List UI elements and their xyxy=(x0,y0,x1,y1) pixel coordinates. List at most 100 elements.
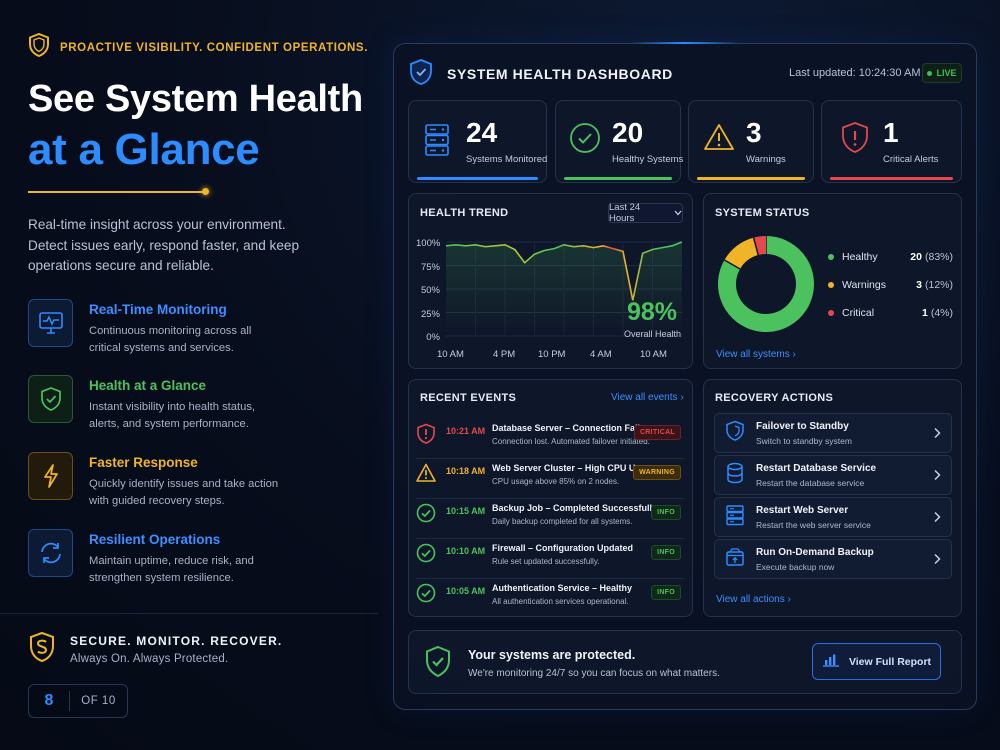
event-desc: All authentication services operational. xyxy=(492,597,629,606)
stat-card-systems[interactable]: 24 Systems Monitored xyxy=(408,100,547,183)
legend-name: Healthy xyxy=(842,251,878,263)
stat-card-healthy[interactable]: 20 Healthy Systems xyxy=(555,100,683,183)
view-all-actions-link[interactable]: View all actions › xyxy=(716,594,791,605)
legend-dot xyxy=(828,254,834,260)
legend-critical: Critical 1 (4%) xyxy=(828,307,953,319)
server-icon xyxy=(424,123,450,162)
refresh-icon xyxy=(28,529,73,577)
y-tick: 100% xyxy=(416,238,441,249)
pager-total: OF 10 xyxy=(81,695,116,707)
legend-pct: (83%) xyxy=(924,251,953,263)
feature-resilient-operations: Resilient Operations Maintain uptime, re… xyxy=(28,529,358,586)
x-tick: 4 PM xyxy=(493,349,516,360)
secure-title: SECURE. MONITOR. RECOVER. xyxy=(70,634,283,648)
alert-shield-icon xyxy=(840,121,870,160)
event-title: Firewall – Configuration Updated xyxy=(492,543,634,553)
event-badge: INFO xyxy=(651,505,681,520)
y-tick: 0% xyxy=(426,332,440,343)
event-divider xyxy=(416,538,684,539)
donut-slice-warnings xyxy=(724,237,759,270)
event-row[interactable]: 10:18 AM Web Server Cluster – High CPU Us… xyxy=(416,463,684,503)
shield-check-icon xyxy=(424,645,452,684)
stat-card-warnings[interactable]: 3 Warnings xyxy=(688,100,814,183)
event-title: Web Server Cluster – High CPU Usage xyxy=(492,463,656,473)
time-range-select[interactable]: Last 24 Hours xyxy=(608,202,683,224)
stat-accent-bar xyxy=(417,177,538,180)
check-circle-icon xyxy=(416,543,446,568)
action-run-backup[interactable]: Run On-Demand Backup Execute backup now xyxy=(714,539,952,579)
donut-separator xyxy=(752,237,759,256)
view-all-systems-link[interactable]: View all systems › xyxy=(716,349,796,360)
protected-subtitle: We're monitoring 24/7 so you can focus o… xyxy=(468,668,720,679)
health-trend-chart xyxy=(446,241,682,337)
event-time: 10:21 AM xyxy=(446,426,486,436)
recovery-actions-title: RECOVERY ACTIONS xyxy=(715,392,834,404)
action-desc: Switch to standby system xyxy=(756,435,852,446)
feature-health-at-a-glance: Health at a Glance Instant visibility in… xyxy=(28,375,358,432)
backup-icon xyxy=(725,546,745,573)
feature-title: Resilient Operations xyxy=(89,532,221,547)
action-restart-database[interactable]: Restart Database Service Restart the dat… xyxy=(714,455,952,495)
health-trend-title: HEALTH TREND xyxy=(420,207,509,219)
warning-icon xyxy=(416,463,446,488)
feature-title: Real-Time Monitoring xyxy=(89,302,227,317)
legend-count: 20 xyxy=(910,251,922,263)
action-desc: Restart the web server service xyxy=(756,519,871,530)
hero-title-accent: at a Glance xyxy=(28,125,260,174)
legend-name: Critical xyxy=(842,307,875,319)
trend-series-line xyxy=(446,241,682,301)
shield-check-icon xyxy=(28,375,73,423)
slide-pager: 8 OF 10 xyxy=(28,684,128,718)
event-row[interactable]: 10:05 AM Authentication Service – Healthy… xyxy=(416,583,684,623)
action-title: Restart Web Server xyxy=(756,504,849,516)
action-failover-to-standby[interactable]: Failover to Standby Switch to standby sy… xyxy=(714,413,952,453)
system-status-title: SYSTEM STATUS xyxy=(715,207,810,219)
view-full-report-label: View Full Report xyxy=(848,655,932,668)
feature-desc: Instant visibility into health status, a… xyxy=(89,401,256,430)
event-row[interactable]: 10:10 AM Firewall – Configuration Updated… xyxy=(416,543,684,583)
event-desc: Rule set updated successfully. xyxy=(492,557,600,566)
chevron-right-icon xyxy=(933,468,941,486)
hero-divider xyxy=(28,191,206,193)
shield-icon xyxy=(409,58,433,91)
view-full-report-button[interactable]: View Full Report xyxy=(812,643,941,680)
feature-title: Faster Response xyxy=(89,455,198,470)
stat-value: 24 xyxy=(466,117,498,148)
view-all-events-link[interactable]: View all events › xyxy=(611,392,684,403)
stat-card-critical[interactable]: 1 Critical Alerts xyxy=(821,100,962,183)
hero-divider-dot xyxy=(202,188,209,195)
event-badge: INFO xyxy=(651,545,681,560)
donut-slice-critical xyxy=(753,236,767,256)
live-label: LIVE xyxy=(936,68,957,78)
y-tick: 75% xyxy=(420,262,440,273)
feature-desc: Quickly identify issues and take action … xyxy=(89,478,279,507)
event-divider xyxy=(416,458,684,459)
monitor-icon xyxy=(28,299,73,347)
event-row[interactable]: 10:21 AM Database Server – Connection Fai… xyxy=(416,423,684,463)
x-tick: 10 AM xyxy=(640,349,667,360)
view-all-actions-label: View all actions xyxy=(716,594,785,605)
stat-accent-bar xyxy=(830,177,953,180)
hero-title: See System Health xyxy=(28,78,363,120)
trend-series-area xyxy=(446,242,682,336)
x-tick: 4 AM xyxy=(590,349,612,360)
server-icon xyxy=(725,504,745,531)
stat-value: 20 xyxy=(612,117,644,148)
event-time: 10:15 AM xyxy=(446,506,486,516)
shield-icon xyxy=(28,32,50,62)
lightning-icon xyxy=(28,452,73,500)
event-title: Backup Job – Completed Successfully xyxy=(492,503,658,513)
stat-label: Warnings xyxy=(746,154,786,165)
action-restart-web-server[interactable]: Restart Web Server Restart the web serve… xyxy=(714,497,952,537)
system-status-panel xyxy=(703,193,962,369)
legend-count: 3 xyxy=(916,279,922,291)
tagline-text: PROACTIVE VISIBILITY. CONFIDENT OPERATIO… xyxy=(60,41,368,54)
event-row[interactable]: 10:15 AM Backup Job – Completed Successfu… xyxy=(416,503,684,543)
feature-real-time-monitoring: Real-Time Monitoring Continuous monitori… xyxy=(28,299,358,356)
secure-subtitle: Always On. Always Protected. xyxy=(70,653,229,665)
event-time: 10:18 AM xyxy=(446,466,486,476)
event-badge: INFO xyxy=(651,585,681,600)
legend-healthy: Healthy 20 (83%) xyxy=(828,251,953,263)
legend-count: 1 xyxy=(921,307,928,319)
intro-text: Real-time insight across your environmen… xyxy=(28,217,300,273)
